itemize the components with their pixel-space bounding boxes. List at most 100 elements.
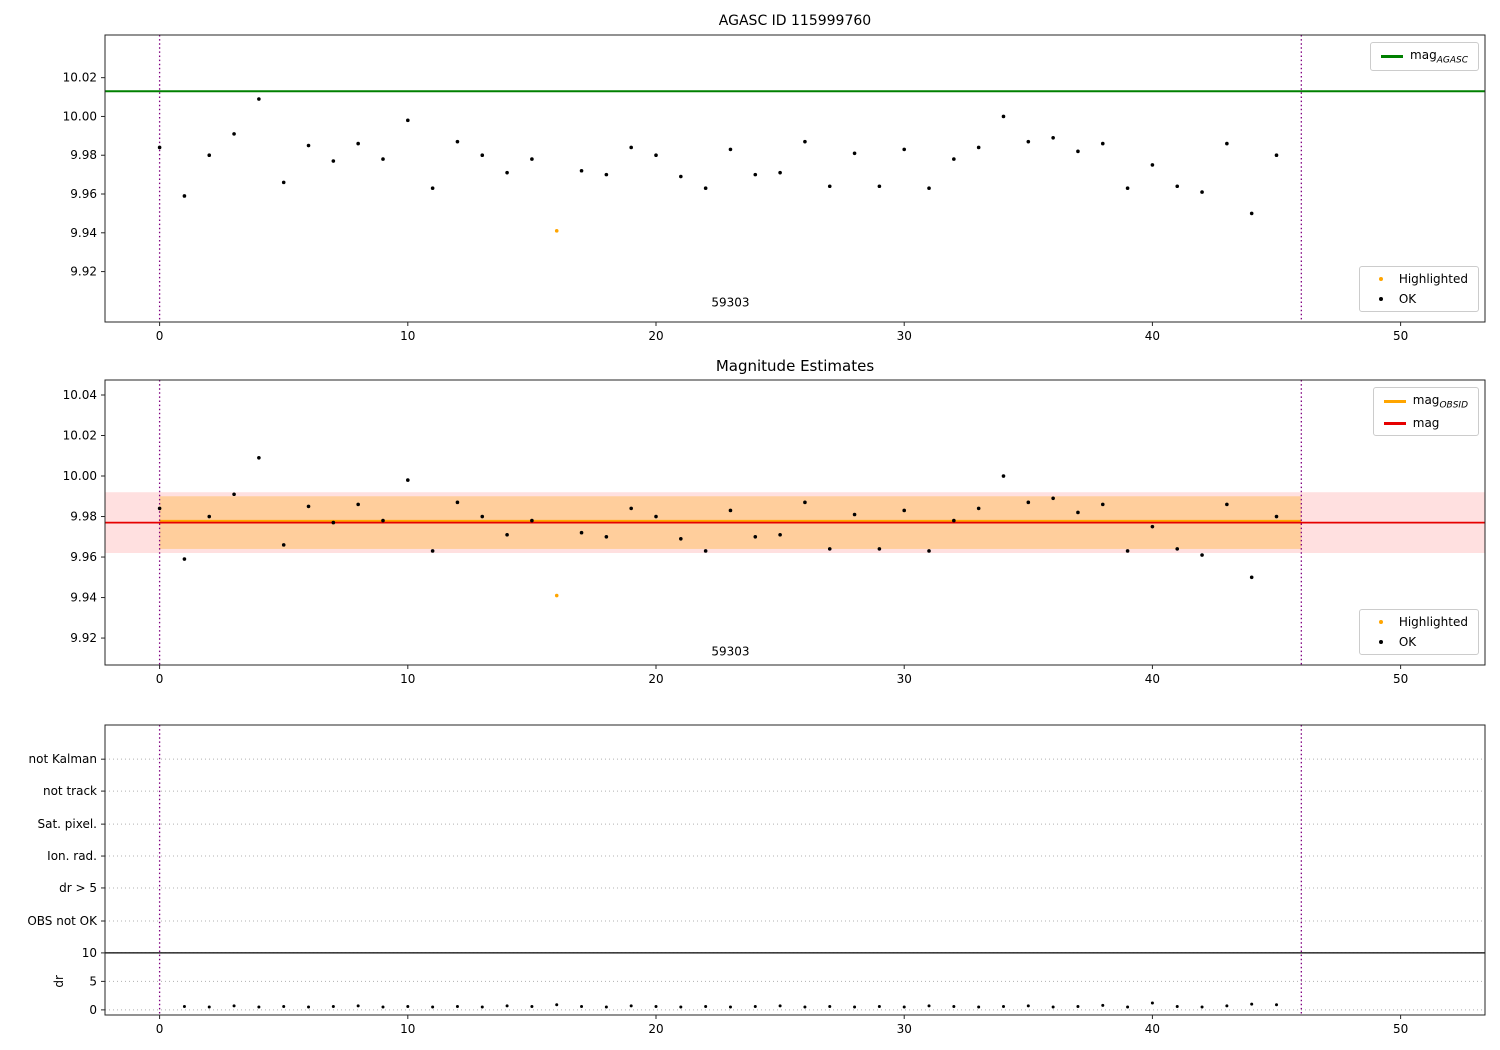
axes-frame [104,724,1486,1016]
dr-point [356,1004,360,1008]
line-swatch-icon [1381,55,1404,59]
y-tick-label: 9.98 [70,148,97,162]
ok-point [281,543,286,547]
ok-point [1051,496,1055,501]
ok-point [331,159,336,163]
dr-point [381,1005,385,1009]
y-tick-label: 9.92 [70,631,97,645]
ok-point [778,170,782,175]
ok-point [1150,163,1155,167]
ok-point [1249,211,1254,216]
ok-point [827,184,832,189]
ok-point [753,172,758,177]
ok-point [976,145,981,150]
ok-point [157,506,162,511]
x-tick-label: 20 [648,329,663,343]
ok-point [406,118,410,123]
y-tick-label: 9.96 [70,187,97,201]
x-tick-label: 40 [1145,672,1160,686]
dr-point [704,1004,708,1008]
ok-point [604,534,609,539]
ok-point [728,508,733,513]
highlighted-point [554,229,559,233]
dr-point [207,1005,211,1009]
ok-point [182,194,187,198]
x-tick-label: 50 [1393,329,1408,343]
dr-tick-label: 0 [89,1003,97,1017]
ok-point [157,145,162,150]
dr-axis-label: dr [52,975,66,988]
y-tick-label: 10.02 [63,71,97,85]
dot-mark [1378,277,1383,281]
y-tick-label: 10.00 [63,469,97,483]
dr-point [431,1005,435,1009]
legend-points-top-chart: Highlighted OK [1358,266,1479,312]
ok-point [579,168,584,173]
ok-point [1051,135,1055,140]
ok-point [381,157,385,161]
dr-point [555,1003,559,1007]
ok-point [356,141,360,146]
legend-mag-agasc: magAGASC [1370,42,1479,72]
line-swatch-icon [1383,400,1406,404]
obsid-annotation: 59303 [711,295,749,309]
ok-point [1225,141,1229,146]
ok-point [654,153,658,158]
ok-point [629,145,633,150]
dr-point [853,1005,857,1009]
legend-item: Highlighted [1370,272,1468,286]
ok-point [480,514,485,519]
ok-point [1274,514,1279,519]
dr-tick-label: 10 [82,946,97,960]
legend-item: OK [1370,635,1468,649]
dot-swatch-icon [1370,275,1392,283]
dot-mark [1378,640,1383,644]
ok-point [1001,474,1006,478]
ok-point [1100,502,1105,507]
dr-point [1200,1005,1204,1009]
x-tick-label: 20 [648,1022,663,1036]
dr-point [232,1004,236,1008]
legend-label: magOBSID [1412,393,1468,411]
flag-category-label: dr > 5 [59,881,97,895]
ok-point [1001,114,1006,119]
ok-point [356,502,360,507]
x-tick-label: 30 [897,672,912,686]
ok-point [505,170,509,175]
dr-point [1225,1004,1229,1008]
ok-point [207,153,212,158]
ok-point [1125,186,1130,190]
ok-point [1249,575,1254,580]
y-tick-label: 9.94 [70,591,97,605]
dr-point [182,1004,186,1008]
dr-point [580,1004,584,1008]
y-tick-label: 9.96 [70,550,97,564]
obsid-annotation: 59303 [711,644,749,658]
dr-point [1026,1004,1030,1008]
dr-point [505,1004,509,1008]
x-tick-label: 10 [400,672,415,686]
ok-point [703,186,708,190]
ok-point [257,97,261,101]
dot-swatch-icon [1370,295,1392,303]
flag-category-label: not track [43,784,97,798]
ok-point [927,186,931,190]
dr-point [282,1004,286,1008]
dr-point [455,1004,459,1008]
dr-tick-label: 5 [89,974,97,988]
line-swatch-icon [1383,421,1406,425]
ok-point [753,534,758,539]
ok-point [1200,190,1204,194]
ok-point [232,492,236,497]
dr-point [728,1005,732,1009]
dr-point [1126,1005,1130,1009]
legend-item: magAGASC [1381,48,1468,65]
ok-point [629,506,633,511]
dot-mark [1378,620,1383,624]
ok-point [381,518,385,523]
ok-point [852,151,857,156]
dr-point [1275,1003,1279,1007]
ok-point [679,174,683,179]
ok-point [902,147,907,152]
x-tick-label: 40 [1145,329,1160,343]
